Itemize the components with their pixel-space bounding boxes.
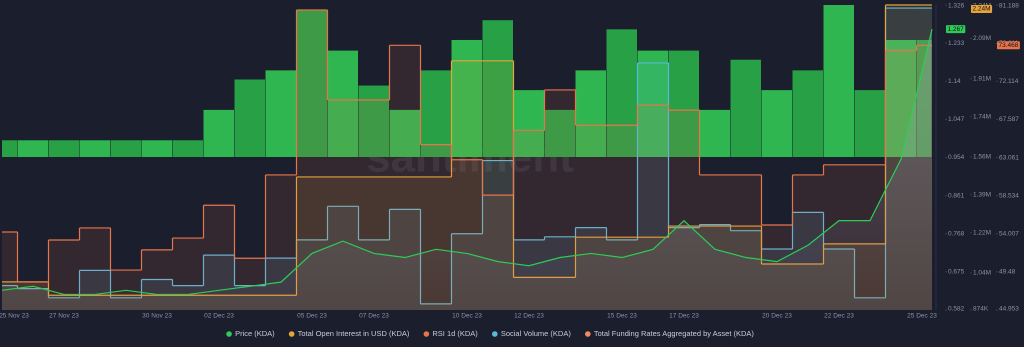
- funding-bar: [668, 50, 699, 157]
- value-badge-label: 1.267: [948, 26, 965, 33]
- legend: Price (KDA) Total Open Interest in USD (K…: [226, 329, 754, 338]
- funding-bar: [854, 90, 885, 157]
- y-tick-label: 0.582: [948, 306, 965, 313]
- y-tick-label: 1.74M: [973, 113, 991, 120]
- legend-marker: [288, 331, 295, 337]
- y-tick-label: 58.534: [999, 192, 1019, 199]
- funding-bar: [544, 109, 575, 157]
- funding-bar: [265, 70, 296, 157]
- x-tick-label: 02 Dec 23: [204, 313, 234, 320]
- funding-bar: [2, 140, 17, 157]
- funding-bar: [389, 109, 420, 157]
- y-tick-label: 2.09M: [973, 35, 991, 42]
- y-tick-label: 49.48: [999, 269, 1016, 276]
- y-tick-label: 874K: [973, 306, 989, 313]
- funding-bar: [234, 79, 265, 157]
- funding-bar: [358, 85, 389, 157]
- price-line: [1, 29, 933, 296]
- funding-bar: [203, 109, 234, 157]
- y-tick-label: 63.061: [999, 154, 1019, 161]
- x-tick-label: 27 Nov 23: [49, 313, 79, 320]
- step-area: [2, 5, 932, 310]
- funding-bar: [420, 70, 451, 157]
- legend-label: Total Open Interest in USD (KDA): [298, 329, 410, 338]
- y-tick-label: 72.114: [999, 78, 1019, 85]
- funding-bar: [637, 50, 668, 157]
- funding-bar: [730, 59, 761, 157]
- legend-marker: [492, 331, 498, 337]
- value-badge-label: 73.468: [999, 42, 1019, 49]
- value-badge: [946, 25, 966, 34]
- legend-marker: [585, 331, 591, 337]
- y-tick-label: 44.953: [999, 306, 1019, 313]
- x-tick-label: 10 Dec 23: [452, 313, 482, 320]
- y-tick-label: 0.954: [948, 154, 965, 161]
- y-tick-label: 0.861: [948, 192, 965, 199]
- y-tick-label: 1.326: [948, 3, 965, 10]
- funding-bar: [110, 140, 141, 157]
- funding-bar: [327, 50, 358, 157]
- funding-bar: [792, 70, 823, 157]
- x-tick-label: 25 Dec 23: [907, 313, 937, 320]
- legend-label: Social Volume (KDA): [501, 329, 572, 338]
- legend-marker: [423, 331, 430, 337]
- funding-bar: [482, 20, 513, 158]
- value-badge: [997, 41, 1020, 50]
- y-tick-label: 67.587: [999, 116, 1019, 123]
- y-tick-label: 1.047: [948, 116, 965, 123]
- y-tick-label: 81.188: [999, 3, 1019, 10]
- value-badge: [971, 5, 993, 13]
- value-badge-label: 2.24M: [973, 6, 991, 13]
- funding-bar: [761, 90, 792, 157]
- x-tick-label: 15 Dec 23: [607, 313, 637, 320]
- funding-bar: [513, 90, 544, 157]
- legend-label: Total Funding Rates Aggregated by Asset …: [594, 329, 755, 338]
- funding-bar: [699, 109, 730, 157]
- legend-label: RSI 1d (KDA): [432, 329, 478, 338]
- x-tick-label: 25 Nov 23: [0, 313, 29, 320]
- funding-bar: [823, 5, 854, 157]
- x-tick-label: 12 Dec 23: [514, 313, 544, 320]
- x-tick-label: 05 Dec 23: [297, 313, 327, 320]
- x-tick-label: 30 Nov 23: [142, 313, 172, 320]
- y-tick-label: 1.56M: [973, 154, 991, 161]
- funding-bar: [172, 140, 203, 157]
- y-tick-label: 1.233: [948, 40, 965, 47]
- y-tick-label: 1.04M: [973, 270, 991, 277]
- legend-marker: [226, 331, 232, 337]
- legend-label: Price (KDA): [235, 329, 275, 338]
- funding-bar: [296, 9, 327, 158]
- x-tick-label: 07 Dec 23: [359, 313, 389, 320]
- x-tick-label: 22 Dec 23: [824, 313, 854, 320]
- funding-bar: [606, 29, 637, 157]
- y-tick-label: 1.39M: [973, 192, 991, 199]
- x-tick-label: 17 Dec 23: [669, 313, 699, 320]
- funding-bar: [17, 140, 48, 157]
- y-tick-label: 0.675: [948, 269, 965, 276]
- funding-bar: [79, 140, 110, 157]
- y-tick-label: 1.22M: [973, 229, 991, 236]
- y-tick-label: 0.768: [948, 230, 965, 237]
- y-tick-label: 54.007: [999, 231, 1019, 238]
- funding-bar: [141, 140, 172, 157]
- y-tick-label: 1.91M: [973, 75, 991, 82]
- funding-bar: [451, 39, 482, 157]
- y-tick-label: 1.14: [948, 78, 961, 85]
- funding-bar: [575, 70, 606, 157]
- price-area: [2, 29, 932, 310]
- x-tick-label: 20 Dec 23: [762, 313, 792, 320]
- funding-bar: [48, 140, 79, 157]
